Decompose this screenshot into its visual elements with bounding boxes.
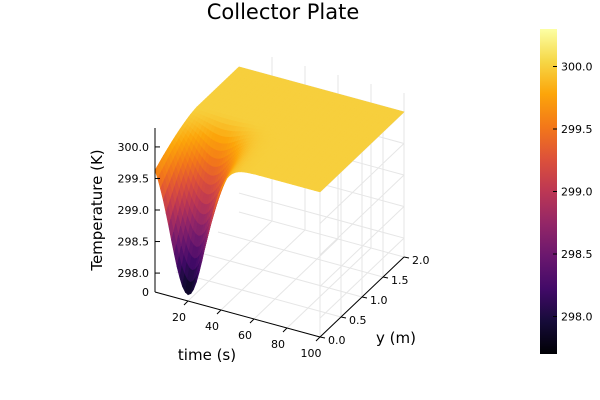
y-tick-mark bbox=[340, 316, 347, 319]
colorbar-tick-label: 299.5 bbox=[561, 123, 593, 136]
y-tick-label: 0.0 bbox=[328, 334, 346, 347]
x-axis-line bbox=[154, 291, 321, 338]
x-tick-label: 100 bbox=[301, 347, 322, 360]
grid-line bbox=[238, 211, 405, 258]
colorbar-ticks: 298.0 298.5 299.0 299.5 300.0 bbox=[553, 61, 593, 324]
z-tick-label: 298.0 bbox=[118, 267, 150, 280]
y-tick-mark bbox=[319, 336, 326, 339]
z-tick-label: 300.0 bbox=[118, 141, 150, 154]
colorbar-bar bbox=[540, 29, 557, 354]
z-floor-tick-label: 0 bbox=[142, 286, 149, 299]
colorbar: 298.0 298.5 299.0 299.5 300.0 bbox=[540, 29, 593, 354]
x-tick-label: 20 bbox=[172, 311, 186, 324]
x-tick-label: 40 bbox=[205, 320, 219, 333]
surface-patch bbox=[316, 188, 323, 193]
y-axis-label: y (m) bbox=[376, 329, 416, 347]
y-tick-mark bbox=[361, 296, 368, 299]
surface-plot bbox=[154, 66, 405, 296]
x-axis-ticks: 20 40 60 80 100 bbox=[172, 300, 322, 360]
y-tick-mark bbox=[403, 256, 410, 259]
grid-line bbox=[238, 192, 405, 239]
z-tick-label: 299.5 bbox=[118, 172, 150, 185]
colorbar-tick-label: 299.0 bbox=[561, 186, 593, 199]
x-axis-label: time (s) bbox=[178, 346, 236, 364]
y-tick-label: 2.0 bbox=[412, 254, 430, 267]
x-tick-mark bbox=[249, 318, 255, 324]
colorbar-tick-label: 298.5 bbox=[561, 248, 593, 261]
grid-line bbox=[175, 271, 342, 318]
x-tick-mark bbox=[183, 300, 189, 306]
z-tick-label: 299.0 bbox=[118, 204, 150, 217]
z-axis-label: Temperature (K) bbox=[88, 149, 106, 271]
x-tick-label: 60 bbox=[238, 329, 252, 342]
z-axis-ticks: 298.0 298.5 299.0 299.5 300.0 0 bbox=[118, 141, 160, 299]
x-tick-mark bbox=[216, 309, 222, 315]
y-tick-label: 0.5 bbox=[349, 314, 367, 327]
grid-line bbox=[217, 231, 384, 278]
y-tick-label: 1.0 bbox=[370, 294, 388, 307]
x-tick-mark bbox=[315, 336, 321, 342]
grid-line bbox=[196, 251, 363, 298]
y-axis-ticks: 0.00.51.01.52.0 bbox=[319, 254, 430, 347]
chart-title: Collector Plate bbox=[207, 0, 360, 24]
z-tick-label: 298.5 bbox=[118, 236, 150, 249]
y-tick-mark bbox=[382, 276, 389, 279]
x-tick-label: 80 bbox=[271, 338, 285, 351]
y-tick-label: 1.5 bbox=[391, 274, 409, 287]
colorbar-tick-label: 298.0 bbox=[561, 311, 593, 324]
x-tick-mark bbox=[282, 327, 288, 333]
colorbar-tick-label: 300.0 bbox=[561, 61, 593, 74]
